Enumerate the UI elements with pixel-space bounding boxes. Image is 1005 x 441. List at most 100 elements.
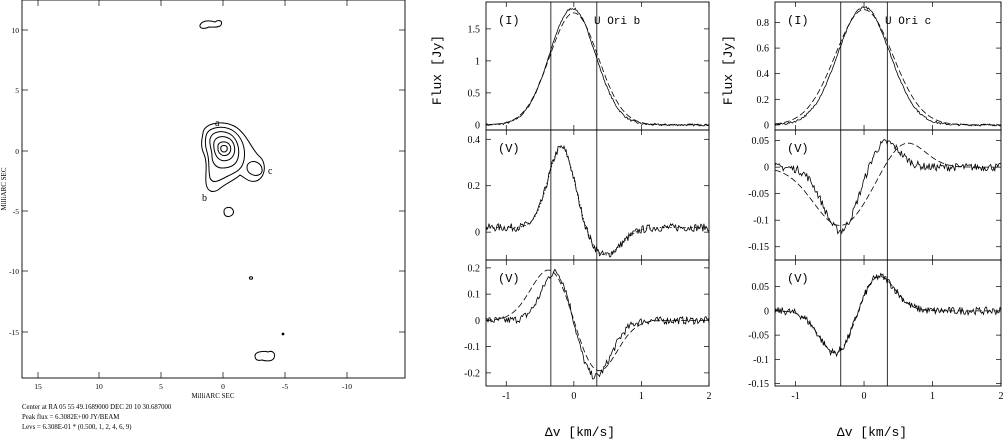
observed-spectrum — [774, 272, 1002, 358]
y-tick-label: 0 — [764, 120, 769, 131]
contours — [199, 20, 285, 362]
source-title: U Ori c — [885, 16, 931, 28]
velocity-axis-label-right: Δv [km/s] — [837, 425, 907, 440]
contour-level — [204, 126, 245, 182]
panel-frame — [774, 259, 1002, 387]
contour-level — [209, 131, 240, 169]
model-fit-curve — [486, 12, 709, 126]
stokes-label: (V) — [787, 142, 809, 156]
stokes-label: (V) — [498, 142, 520, 156]
observed-spectrum — [485, 7, 710, 127]
contour-level — [201, 122, 265, 192]
stokes-label: (I) — [498, 14, 520, 28]
stokes-label: (V) — [787, 272, 809, 286]
map-y-tick: -5 — [13, 207, 19, 216]
spectrum-panel: 0.2 0.1 0 -0.1 -0.2 (V) -1 0 1 2 — [464, 259, 712, 402]
y-tick-label: 0.4 — [468, 135, 481, 146]
y-tick-label: -0.2 — [464, 368, 480, 379]
y-tick-label: 0.2 — [757, 95, 770, 106]
map-y-axis-label: MilliARC SEC — [0, 167, 8, 210]
contour-level — [213, 136, 236, 162]
model-fit-curve — [774, 276, 1001, 354]
y-tick-label: -0.15 — [748, 379, 769, 390]
contour-map-frame — [21, 0, 406, 379]
map-x-tick: -10 — [342, 382, 352, 391]
x-tick-label: -1 — [502, 391, 510, 402]
map-y-tick: -15 — [9, 328, 19, 337]
map-y-tick: -10 — [9, 267, 19, 276]
x-tick-label: 0 — [571, 391, 576, 402]
x-tick-label: 1 — [930, 391, 935, 402]
y-tick-label: 0.4 — [757, 69, 770, 80]
contour-map-panel: 15 10 5 0 -5 -10 10 5 0 -5 -10 -15 Milli… — [0, 0, 406, 431]
component-label-c: c — [268, 166, 273, 177]
spectrum-panel: 0.05 0 -0.05 -0.1 -0.15 (V) — [748, 129, 1002, 261]
y-tick-label: 1.5 — [468, 24, 481, 35]
spectrum-panel: 1.5 1 0.5 0 (I) U Ori b — [468, 1, 710, 131]
stokes-label: (V) — [498, 272, 520, 286]
y-tick-label: -0.15 — [748, 242, 769, 253]
map-caption-line: Center at RA 05 55 49.1689000 DEC 20 10 … — [22, 404, 172, 411]
contour-blob-top — [199, 20, 222, 29]
y-tick-label: 0.6 — [757, 44, 770, 55]
y-tick-label: 0.5 — [468, 88, 481, 99]
spectrum-panel: 0.4 0.2 0 (V) — [468, 129, 710, 261]
observed-spectrum — [485, 145, 710, 258]
flux-axis-label-left: Flux [Jy] — [430, 35, 445, 105]
y-tick-label: -0.05 — [748, 189, 769, 200]
x-tick-label: 2 — [707, 391, 712, 402]
y-tick-label: -0.05 — [748, 331, 769, 342]
panel-frame — [774, 129, 1002, 261]
flux-axis-label-right: Flux [Jy] — [721, 35, 736, 105]
contour-level — [217, 141, 232, 157]
map-x-axis-label: MilliARC SEC — [192, 392, 235, 400]
y-tick-label: 0.05 — [752, 282, 770, 293]
observed-spectrum — [485, 268, 710, 380]
map-x-tick: 5 — [159, 382, 163, 391]
y-tick-label: 0.05 — [752, 136, 770, 147]
map-x-tick: 0 — [221, 382, 225, 391]
panel-frame — [485, 259, 710, 387]
y-tick-label: -0.1 — [753, 216, 769, 227]
map-caption-line: Levs = 6.308E-01 * (0.500, 1, 2, 4, 6, 9… — [22, 424, 132, 431]
y-tick-label: 0 — [764, 163, 769, 174]
y-tick-label: 0.1 — [468, 290, 481, 301]
map-x-tick: 10 — [95, 382, 103, 391]
model-fit-curve — [774, 142, 1001, 226]
observed-spectrum — [774, 139, 1002, 235]
map-x-tick: 15 — [34, 382, 42, 391]
y-tick-label: 1 — [475, 56, 480, 67]
contour-dot — [248, 276, 254, 280]
component-label-a: a — [215, 118, 220, 129]
y-tick-label: 0.2 — [468, 181, 481, 192]
map-caption-line: Peak flux = 6.3082E+00 JY/BEAM — [22, 414, 119, 421]
map-y-tick: 10 — [12, 26, 20, 35]
x-tick-label: 0 — [862, 391, 867, 402]
stokes-label: (I) — [787, 14, 809, 28]
observed-spectrum — [774, 6, 1002, 127]
velocity-axis-label-left: Δv [km/s] — [545, 425, 615, 440]
contour-map-tick-marks — [22, 0, 405, 378]
y-tick-label: 0 — [475, 120, 480, 131]
x-tick-label: 2 — [999, 391, 1004, 402]
spectrum-panel: 0.05 0 -0.05 -0.1 -0.15 (V) -1 0 1 2 — [748, 259, 1004, 402]
spectra-panels: 1.5 1 0.5 0 (I) U Ori b 0.4 0.2 0 (V) 0.2 0.1 0 -0.1 -… — [464, 1, 1004, 402]
x-tick-label: -1 — [791, 391, 799, 402]
model-fit-curve — [486, 269, 709, 372]
contour-level — [220, 145, 228, 153]
component-label-b: b — [202, 193, 207, 204]
map-y-tick: 0 — [15, 147, 19, 156]
y-tick-label: 0.2 — [468, 263, 481, 274]
y-tick-label: 0.8 — [757, 18, 770, 29]
spectrum-panel: 0.8 0.6 0.4 0.2 0 (I) U Ori c — [757, 1, 1002, 131]
contour-level — [246, 161, 263, 176]
map-y-tick: 5 — [15, 86, 19, 95]
map-x-tick: -5 — [282, 382, 288, 391]
y-tick-label: -0.1 — [753, 355, 769, 366]
x-tick-label: 1 — [639, 391, 644, 402]
y-tick-label: 0 — [475, 316, 480, 327]
y-tick-label: -0.1 — [464, 342, 480, 353]
contour-dot — [281, 332, 285, 336]
y-tick-label: 0 — [764, 306, 769, 317]
